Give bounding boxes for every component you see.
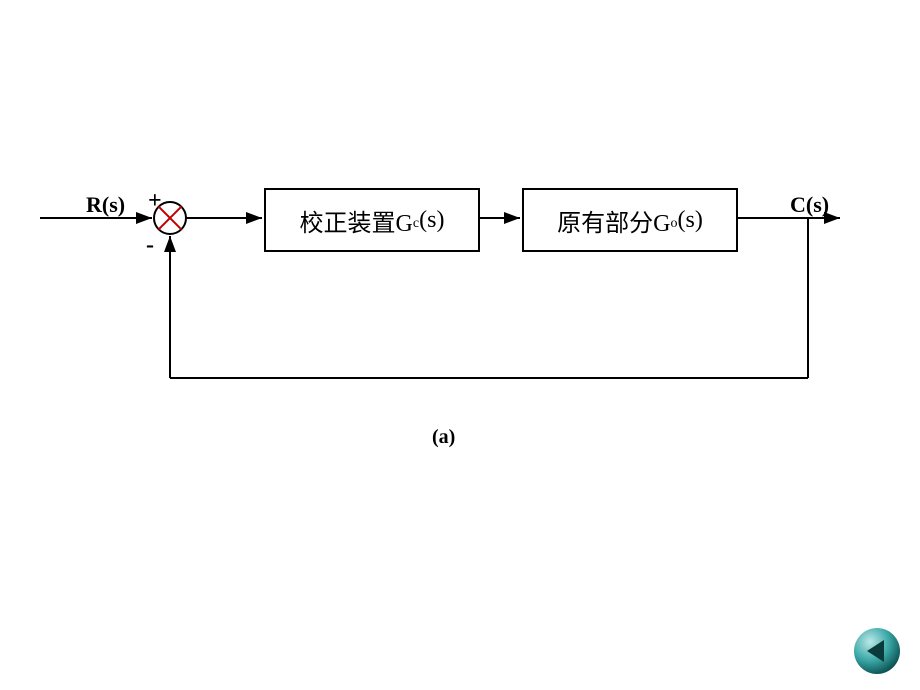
output-label: C(s): [790, 192, 829, 218]
compensator-block: 校正装置Gc(s): [264, 188, 480, 252]
plant-prefix: 原有部分G: [557, 203, 670, 238]
compensator-sub: c: [413, 216, 419, 232]
plant-block: 原有部分Go(s): [522, 188, 738, 252]
caption-label: (a): [432, 426, 455, 449]
diagram-wires: [0, 0, 920, 690]
compensator-suffix: (s): [419, 207, 444, 234]
minus-sign: -: [146, 232, 154, 259]
back-sphere-icon: [852, 626, 902, 676]
back-button[interactable]: [852, 626, 902, 676]
plant-sub: o: [671, 216, 678, 232]
plant-suffix: (s): [678, 207, 703, 234]
plus-sign: +: [148, 188, 162, 215]
input-label: R(s): [86, 192, 125, 218]
compensator-prefix: 校正装置G: [300, 203, 413, 238]
